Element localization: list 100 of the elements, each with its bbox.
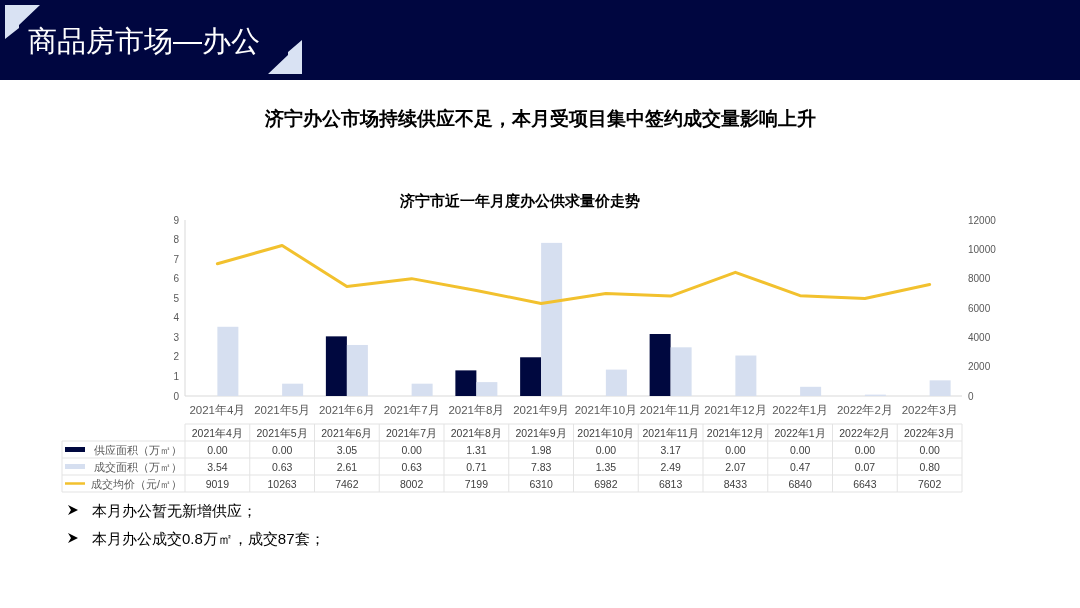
title: 济宁市近一年月度办公供求量价走势 bbox=[400, 193, 640, 209]
data-label: 8002 bbox=[399, 477, 424, 490]
data-label: 6813 bbox=[658, 477, 683, 490]
legend-label: 成交面积（万㎡） bbox=[94, 460, 182, 473]
category-label: 2021年5月 bbox=[256, 426, 308, 439]
data-label: 0.63 bbox=[401, 460, 422, 473]
category-label: 2021年9月 bbox=[515, 426, 567, 439]
data-label: 0.00 bbox=[789, 443, 811, 456]
category-label: 2021年8月 bbox=[450, 426, 502, 439]
data-label: 0.80 bbox=[919, 460, 940, 473]
y2-tick-label: 0 bbox=[968, 390, 974, 402]
legend-label: 成交均价（元/㎡） bbox=[91, 477, 182, 490]
data-label: 7462 bbox=[335, 477, 359, 490]
category-label: 2021年6月 bbox=[321, 426, 373, 439]
y-tick-label: 5 bbox=[173, 292, 180, 304]
y2-tick-label: 10000 bbox=[968, 243, 997, 255]
x-tick-label: 2021年7月 bbox=[383, 404, 440, 416]
category-label: 2021年11月 bbox=[642, 426, 699, 439]
y2-tick-label: 4000 bbox=[968, 331, 991, 343]
category-label: 2021年4月 bbox=[191, 426, 243, 439]
data-label: 1.31 bbox=[466, 443, 487, 456]
data-label: 0.00 bbox=[207, 443, 228, 456]
y-tick-label: 4 bbox=[173, 312, 180, 324]
data-label: 0.47 bbox=[789, 460, 811, 473]
data-label: 6310 bbox=[529, 477, 553, 490]
data-label: 0.07 bbox=[854, 460, 876, 473]
x-tick-label: 2021年11月 bbox=[639, 404, 702, 416]
y2-tick-label: 12000 bbox=[968, 214, 997, 226]
x-tick-label: 2022年1月 bbox=[772, 404, 829, 416]
data-label: 0.63 bbox=[271, 460, 293, 473]
bar bbox=[929, 380, 951, 396]
data-label: 6643 bbox=[853, 477, 877, 490]
data-label: 2.61 bbox=[336, 460, 358, 473]
data-label: 3.17 bbox=[660, 443, 681, 456]
data-label: 3.54 bbox=[207, 460, 228, 473]
y-tick-label: 8 bbox=[173, 234, 180, 246]
bar bbox=[476, 382, 498, 396]
y-tick-label: 6 bbox=[173, 273, 180, 285]
data-label: 0.71 bbox=[466, 460, 487, 473]
category-label: 2022年1月 bbox=[774, 426, 826, 439]
data-label: 0.00 bbox=[401, 443, 422, 456]
data-label: 7602 bbox=[917, 477, 942, 490]
y-tick-label: 3 bbox=[173, 331, 180, 343]
x-tick-label: 2021年12月 bbox=[704, 404, 767, 416]
data-label: 1.98 bbox=[530, 443, 552, 456]
bar bbox=[282, 383, 304, 396]
data-label: 7.83 bbox=[530, 460, 552, 473]
line-series bbox=[215, 243, 932, 305]
y-tick-label: 9 bbox=[173, 214, 180, 226]
data-label: 3.05 bbox=[336, 443, 358, 456]
y-tick-label: 2 bbox=[173, 351, 180, 363]
data-label: 6982 bbox=[594, 477, 618, 490]
y-tick-label: 1 bbox=[173, 370, 180, 382]
category-label: 2021年12月 bbox=[706, 426, 764, 439]
y-tick-label: 0 bbox=[173, 390, 180, 402]
bar bbox=[605, 369, 627, 396]
data-label: 0.00 bbox=[854, 443, 876, 456]
y-tick-label: 7 bbox=[173, 253, 180, 265]
data-label: 0.00 bbox=[725, 443, 746, 456]
bar bbox=[455, 370, 477, 396]
category-label: 2021年10月 bbox=[577, 426, 635, 439]
legend-label: 供应面积（万㎡） bbox=[94, 443, 182, 456]
headline: 济宁办公市场持续供应不足，本月受项目集中签约成交量影响上升 bbox=[264, 108, 816, 129]
note: 本月办公暂无新增供应； bbox=[92, 502, 257, 519]
data-label: 0.00 bbox=[919, 443, 940, 456]
x-tick-label: 2021年10月 bbox=[574, 404, 638, 416]
data-label: 8433 bbox=[723, 477, 748, 490]
data-label: 0.00 bbox=[271, 443, 293, 456]
data-label: 2.07 bbox=[725, 460, 746, 473]
category-label: 2022年3月 bbox=[904, 426, 956, 439]
category-label: 2021年7月 bbox=[386, 426, 438, 439]
data-label: 10263 bbox=[267, 477, 297, 490]
bar bbox=[670, 347, 692, 396]
bar bbox=[735, 355, 757, 396]
y2-tick-label: 2000 bbox=[968, 361, 991, 373]
data-label: 7199 bbox=[464, 477, 489, 490]
category-label: 2022年2月 bbox=[839, 426, 891, 439]
bar bbox=[217, 326, 239, 396]
data-label: 6840 bbox=[788, 477, 812, 490]
bar bbox=[520, 357, 542, 396]
note: 本月办公成交0.8万㎡，成交87套； bbox=[92, 530, 325, 547]
x-tick-label: 2021年6月 bbox=[318, 404, 375, 416]
x-tick-label: 2021年9月 bbox=[513, 404, 570, 416]
y2-tick-label: 6000 bbox=[968, 302, 991, 314]
bar bbox=[346, 344, 368, 396]
bar bbox=[411, 383, 433, 396]
x-tick-label: 2021年5月 bbox=[254, 404, 311, 416]
bar bbox=[649, 334, 671, 396]
x-tick-label: 2022年3月 bbox=[901, 404, 958, 416]
header: 商品房市场—办公 bbox=[28, 25, 260, 57]
bar bbox=[325, 336, 347, 396]
bar bbox=[800, 386, 822, 396]
x-tick-label: 2021年4月 bbox=[189, 404, 246, 416]
x-tick-label: 2021年8月 bbox=[448, 404, 505, 416]
data-label: 0.00 bbox=[595, 443, 617, 456]
x-tick-label: 2022年2月 bbox=[836, 404, 893, 416]
data-label: 2.49 bbox=[660, 460, 681, 473]
data-label: 9019 bbox=[205, 477, 230, 490]
y2-tick-label: 8000 bbox=[968, 273, 991, 285]
bar bbox=[541, 242, 563, 396]
